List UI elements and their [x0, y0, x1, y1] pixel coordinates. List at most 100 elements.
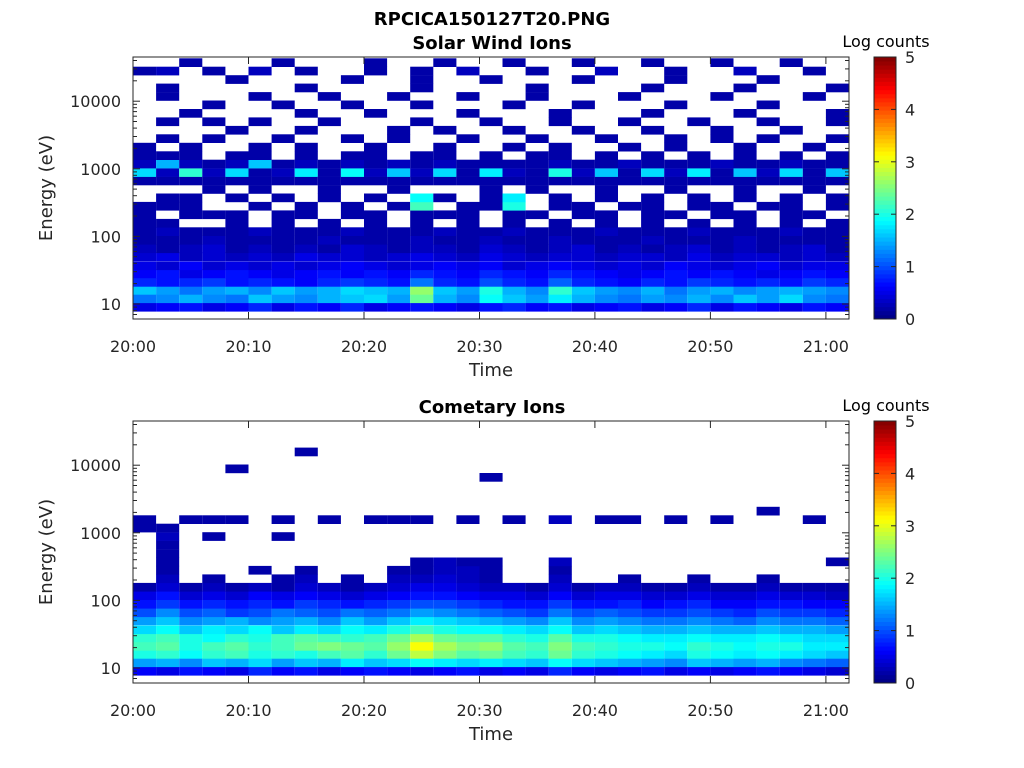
colorbar-swatch [874, 147, 896, 152]
heatmap-cell [641, 168, 665, 177]
heatmap-cell [525, 252, 549, 262]
y-tick-label: 100 [90, 591, 121, 610]
colorbar-tick-label: 5 [905, 412, 915, 431]
heatmap-cell [294, 658, 318, 668]
heatmap-cell [156, 540, 180, 550]
heatmap-cell [271, 515, 295, 524]
heatmap-cell [340, 616, 364, 626]
heatmap-cell [410, 227, 434, 236]
heatmap-cell [664, 608, 688, 618]
heatmap-cell [433, 616, 457, 626]
heatmap-cell [548, 515, 572, 524]
heatmap-cell [779, 582, 803, 592]
heatmap-cell [317, 252, 341, 262]
heatmap-cell [387, 574, 411, 584]
heatmap-cell [225, 235, 249, 245]
heatmap-cell [502, 278, 526, 287]
heatmap-cell [456, 66, 480, 76]
y-tick-label: 1000 [80, 524, 121, 543]
heatmap-cell [779, 286, 803, 295]
heatmap-cell [710, 608, 734, 618]
colorbar-swatch [874, 241, 896, 246]
heatmap-cell [641, 210, 665, 220]
y-axis-cometary: 10 100 1000 10000 [70, 424, 849, 684]
heatmap-cell [156, 608, 180, 618]
heatmap-cell [456, 286, 480, 295]
heatmap-cell [641, 235, 665, 245]
heatmap-cell [802, 261, 826, 271]
colorbar-tick-label: 5 [905, 48, 915, 67]
colorbar-swatch [874, 580, 896, 586]
heatmap-cell [733, 109, 757, 118]
heatmap-cell [548, 574, 572, 584]
heatmap-cell [571, 582, 595, 592]
heatmap-cell [825, 176, 849, 186]
heatmap-cell [364, 58, 388, 67]
heatmap-cell [410, 625, 434, 635]
heatmap-cell [618, 168, 642, 177]
heatmap-cell [364, 616, 388, 626]
heatmap-cell [756, 252, 780, 262]
heatmap-cell [433, 227, 457, 236]
heatmap-cell [364, 252, 388, 262]
heatmap-cell [733, 582, 757, 592]
heatmap-cell [733, 286, 757, 295]
heatmap-cell [133, 142, 157, 152]
heatmap-cell [733, 633, 757, 643]
heatmap-cell [733, 218, 757, 228]
heatmap-cell [317, 608, 341, 618]
heatmap-cell [825, 616, 849, 626]
heatmap-cell [248, 185, 272, 194]
colorbar-swatch [874, 441, 896, 446]
heatmap-cell [294, 210, 318, 220]
heatmap-cell [202, 159, 226, 169]
colorbar-swatch [874, 633, 896, 639]
colorbar-tick-label: 2 [905, 205, 915, 224]
heatmap-cell [502, 176, 526, 186]
heatmap-cell [410, 193, 434, 203]
heatmap-cell [571, 58, 595, 67]
heatmap-cell [456, 666, 480, 676]
heatmap-cell [664, 666, 688, 676]
heatmap-cell [225, 286, 249, 295]
heatmap-cell [179, 193, 203, 203]
heatmap-cell [710, 244, 734, 254]
heatmap-cell [825, 134, 849, 143]
heatmap-cell [479, 252, 503, 262]
colorbar-frame [873, 56, 897, 320]
heatmap-cell [525, 599, 549, 609]
heatmap-cell [594, 608, 618, 618]
heatmap-cell [364, 278, 388, 287]
heatmap-cell [410, 658, 434, 668]
heatmap-cell [410, 515, 434, 524]
heatmap-cell [456, 252, 480, 262]
heatmap-cell [156, 523, 180, 533]
heatmap-cell [641, 83, 665, 93]
heatmap-cell [594, 591, 618, 600]
heatmap-cell [571, 261, 595, 271]
heatmap-cell [294, 286, 318, 295]
heatmap-cell [202, 608, 226, 618]
heatmap-cell [433, 666, 457, 676]
heatmap-cell [156, 193, 180, 203]
heatmap-cell [710, 134, 734, 143]
colorbar-swatch [874, 310, 896, 316]
heatmap-cell [802, 269, 826, 279]
heatmap-cell [364, 66, 388, 76]
heatmap-cell [779, 201, 803, 211]
heatmap-cell [156, 227, 180, 236]
heatmap-cell [802, 92, 826, 101]
heatmap-cell [479, 117, 503, 127]
heatmap-cell [779, 642, 803, 651]
heatmap-cell [502, 650, 526, 659]
colorbar-swatch [874, 142, 896, 148]
heatmap-cell [133, 286, 157, 295]
heatmap-cell [502, 252, 526, 262]
heatmap-cell [825, 83, 849, 93]
heatmap-cell [294, 642, 318, 651]
heatmap-cell [548, 109, 572, 118]
heatmap-cell [156, 235, 180, 245]
heatmap-cell [340, 151, 364, 160]
heatmap-cell [133, 278, 157, 287]
heatmap-cell [340, 666, 364, 676]
